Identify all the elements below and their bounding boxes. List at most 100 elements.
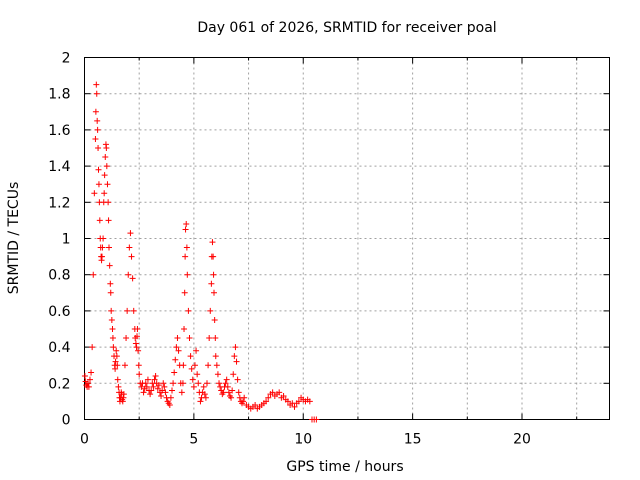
data-point	[109, 326, 116, 332]
data-point	[112, 365, 119, 372]
data-point	[93, 81, 100, 88]
data-point	[220, 389, 227, 396]
data-point	[129, 275, 136, 282]
data-point	[162, 389, 169, 396]
data-point	[125, 271, 132, 278]
data-point	[183, 244, 190, 251]
data-point	[107, 280, 114, 287]
data-point	[91, 190, 98, 197]
data-point	[114, 376, 121, 383]
data-point	[99, 253, 105, 260]
data-point	[209, 239, 216, 246]
data-point	[232, 344, 239, 351]
data-point	[143, 383, 150, 390]
data-point	[284, 398, 291, 405]
data-point	[124, 307, 131, 314]
x-tick-label: 5	[189, 432, 198, 448]
data-point	[90, 271, 97, 278]
data-point	[223, 376, 230, 383]
data-point	[169, 387, 175, 394]
data-point	[92, 135, 99, 142]
data-point	[173, 344, 180, 351]
data-point	[89, 344, 96, 351]
data-point	[167, 394, 174, 401]
data-point	[211, 289, 217, 296]
data-point	[186, 335, 193, 342]
data-point	[265, 394, 272, 401]
data-point	[105, 217, 112, 224]
data-point	[212, 335, 219, 342]
ticks: 0 5 10 15 20 0 0.2 0.4 0.6 0.8 1 1.2 1.4 1.6 1.8 2	[48, 51, 610, 448]
data-point	[108, 307, 115, 314]
data-point	[183, 221, 190, 228]
data-point	[231, 353, 238, 360]
data-points	[81, 81, 320, 423]
data-point	[130, 307, 137, 314]
data-point	[208, 280, 215, 287]
data-point	[135, 347, 142, 354]
y-tick-label: 2	[62, 51, 71, 67]
data-point	[147, 391, 154, 398]
data-point	[109, 335, 116, 342]
data-point	[93, 90, 100, 97]
chart-title: Day 061 of 2026, SRMTID for receiver poa…	[197, 20, 496, 36]
y-tick-label: 0.6	[48, 304, 70, 320]
x-axis-label: GPS time / hours	[286, 459, 403, 475]
data-point	[95, 166, 102, 173]
data-point	[185, 307, 192, 314]
data-point	[112, 358, 119, 365]
data-point	[103, 145, 110, 151]
y-tick-label: 1.8	[48, 87, 70, 103]
x-tick-label: 15	[404, 432, 422, 448]
data-point	[178, 389, 185, 396]
data-point	[214, 371, 221, 378]
data-point	[81, 373, 88, 380]
data-point	[210, 271, 217, 278]
y-tick-label: 1.2	[48, 195, 70, 211]
data-point	[252, 402, 259, 409]
data-point	[170, 380, 177, 387]
data-point	[101, 190, 108, 197]
data-point	[100, 235, 107, 242]
data-point	[150, 383, 157, 390]
data-point	[206, 335, 213, 342]
data-point	[222, 380, 229, 387]
y-tick-label: 0.8	[48, 268, 70, 284]
y-tick-label: 1	[62, 232, 71, 248]
data-point	[306, 398, 313, 405]
data-point	[175, 347, 182, 354]
data-point	[152, 373, 159, 380]
data-point	[234, 376, 241, 383]
data-point	[276, 389, 283, 396]
data-point	[138, 383, 145, 390]
data-point	[224, 383, 231, 390]
y-tick-label: 1.6	[48, 123, 70, 139]
data-point	[92, 108, 99, 115]
data-point	[142, 380, 149, 387]
data-point	[121, 362, 128, 369]
data-point	[88, 369, 95, 376]
data-point	[106, 244, 112, 251]
data-point	[159, 387, 166, 394]
data-point	[120, 391, 127, 398]
data-point	[86, 376, 93, 383]
data-point	[161, 383, 168, 390]
data-point	[225, 389, 232, 396]
data-point	[229, 387, 236, 394]
y-tick-label: 0.4	[48, 340, 70, 356]
data-point	[174, 335, 181, 342]
data-point	[132, 340, 139, 347]
data-point	[114, 362, 121, 369]
data-point	[155, 382, 162, 389]
data-point	[241, 394, 248, 401]
data-point	[181, 326, 188, 332]
data-point	[205, 362, 212, 369]
x-tick-label: 0	[80, 432, 89, 448]
data-point	[105, 199, 112, 206]
data-point	[212, 353, 219, 360]
data-point	[102, 154, 109, 161]
data-point	[134, 333, 140, 340]
data-point	[99, 244, 106, 251]
grid	[84, 57, 610, 420]
data-point	[133, 344, 140, 351]
